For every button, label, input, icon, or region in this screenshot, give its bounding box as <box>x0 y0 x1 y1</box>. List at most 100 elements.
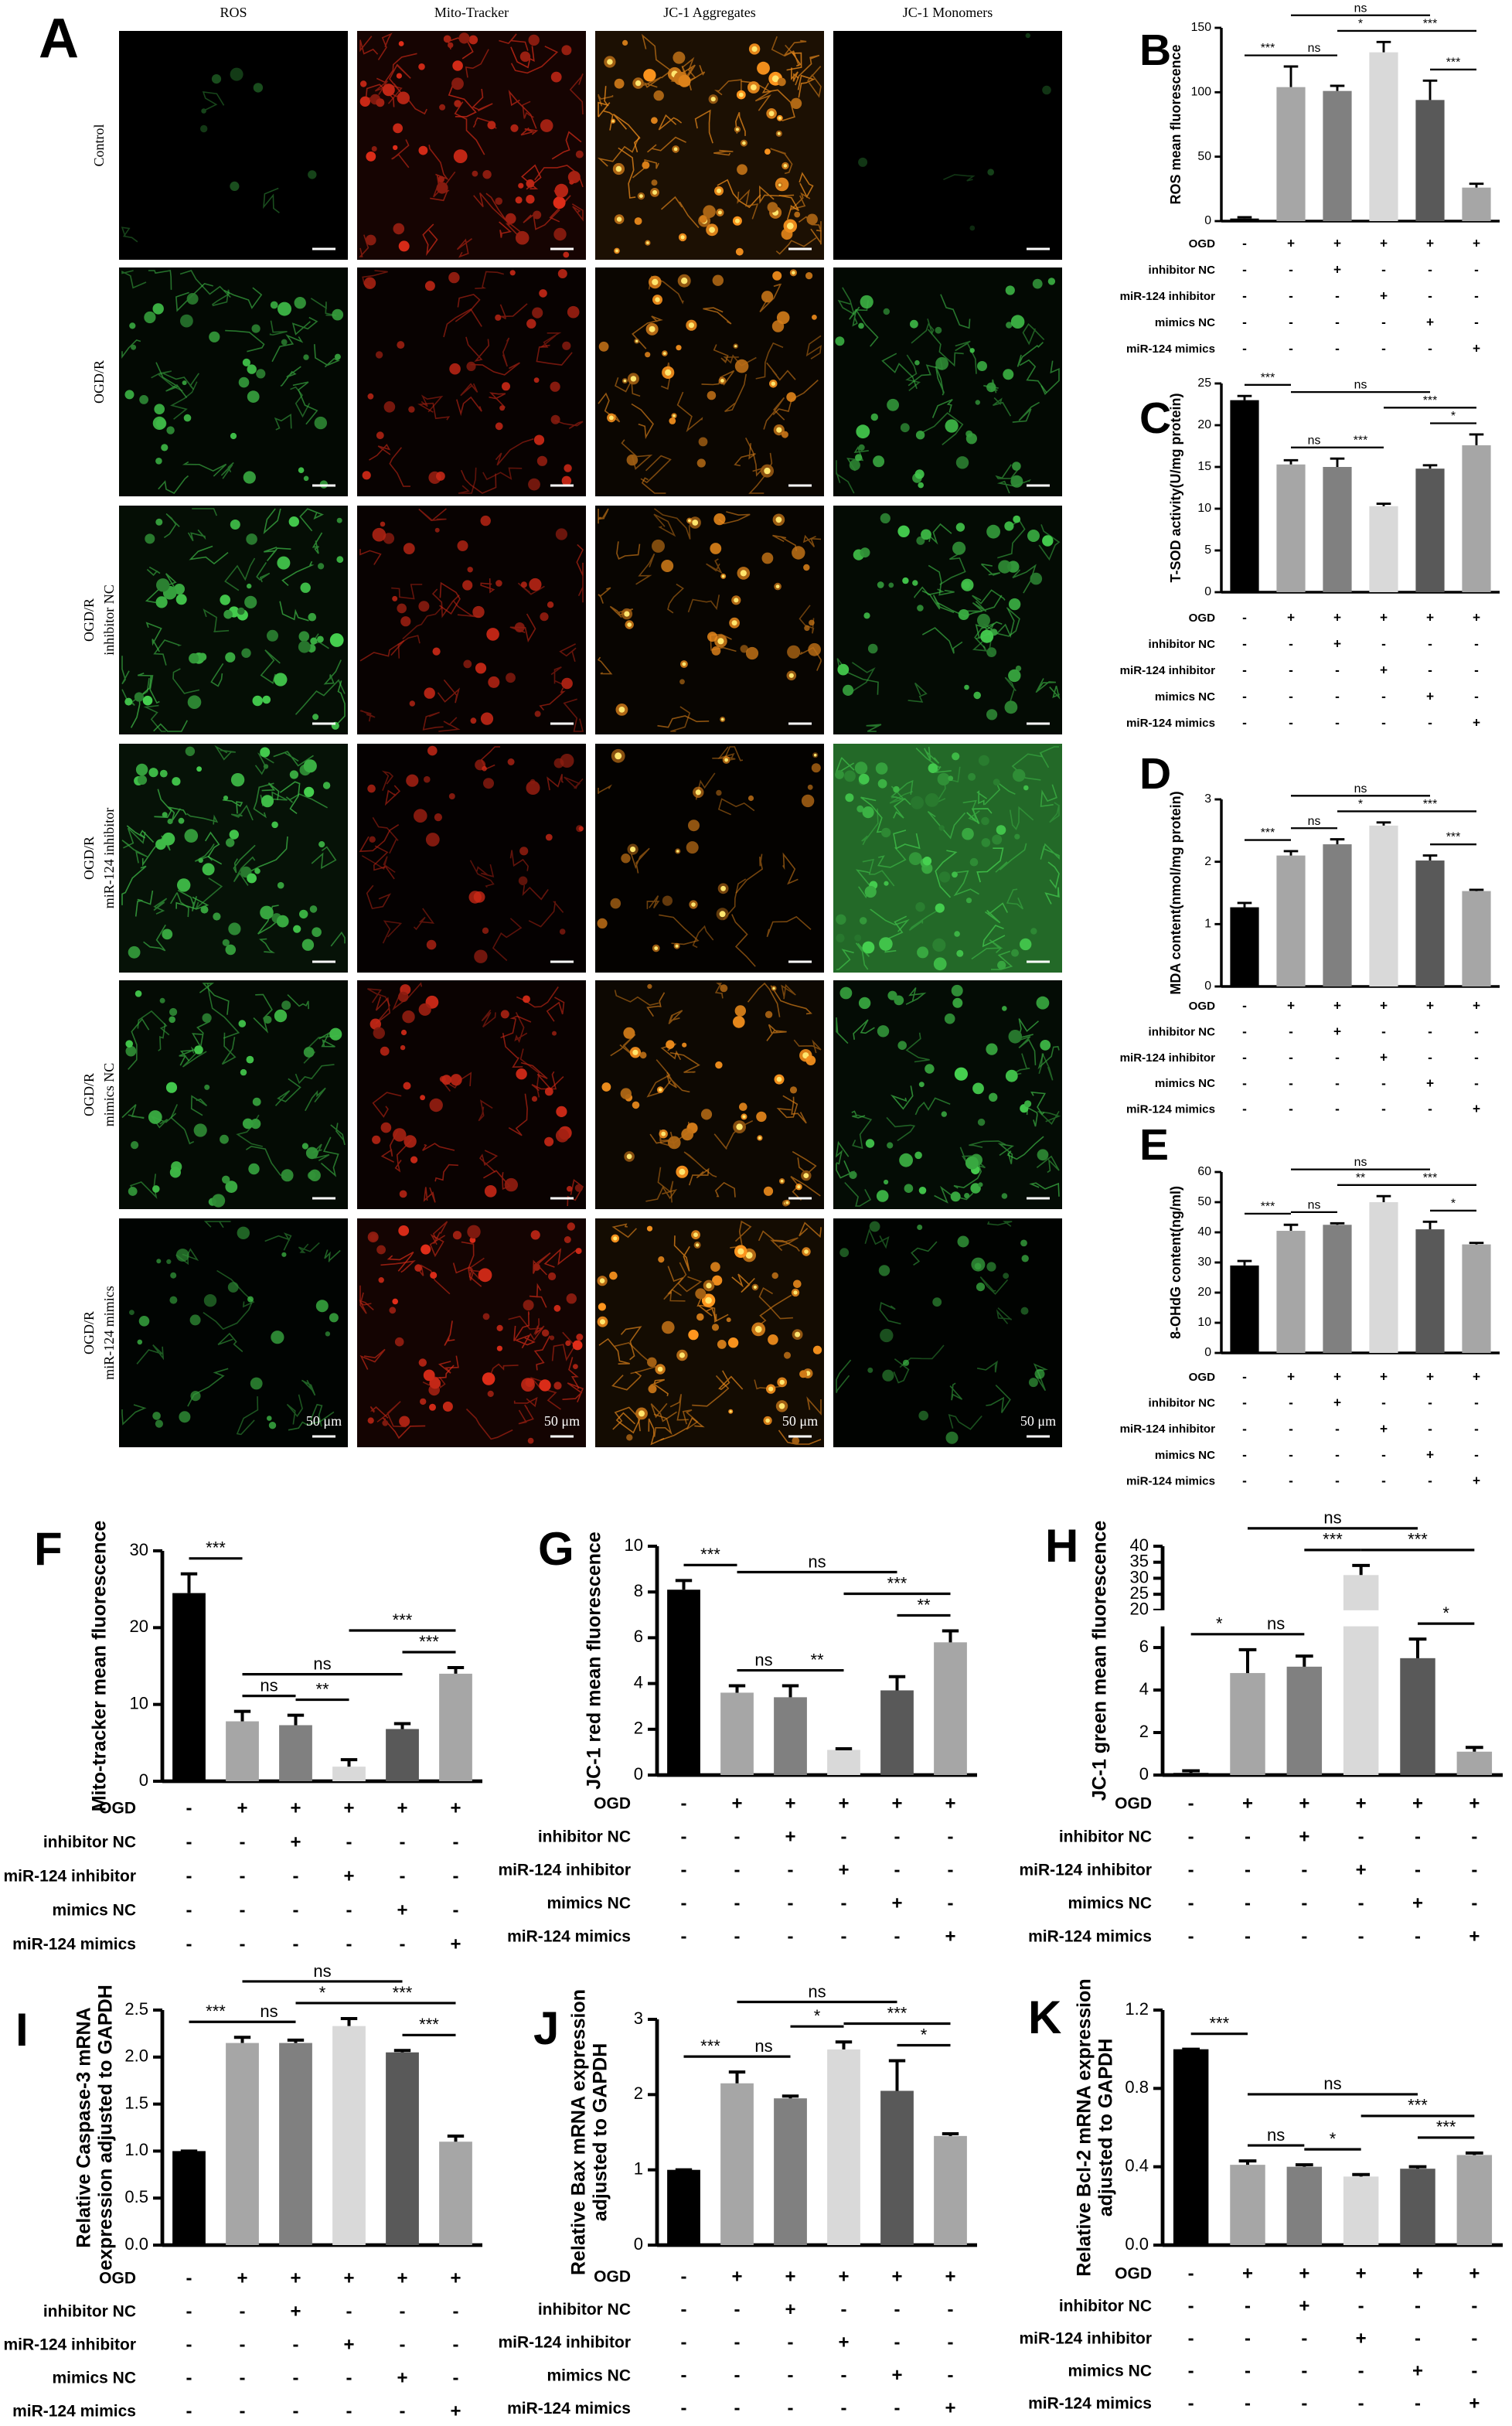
neurite <box>755 342 784 380</box>
neurite <box>935 366 945 396</box>
neurite <box>650 1402 677 1423</box>
neurite <box>835 757 855 773</box>
neurite <box>310 1403 323 1427</box>
condition-sign: + <box>1333 610 1341 625</box>
cell <box>170 1272 177 1279</box>
cell <box>549 1335 555 1341</box>
cell <box>418 1358 427 1367</box>
neurite <box>683 1151 717 1177</box>
condition-sign: - <box>346 2367 352 2388</box>
cell <box>253 83 264 93</box>
neurite <box>465 336 490 363</box>
condition-sign: - <box>788 1893 794 1913</box>
neurite <box>153 720 189 732</box>
bar <box>1369 52 1398 222</box>
micrograph <box>357 31 586 260</box>
cell <box>992 834 1003 845</box>
cell <box>908 852 922 865</box>
condition-sign: - <box>1242 1473 1247 1488</box>
neurite <box>807 66 822 98</box>
condition-sign: + <box>290 1831 301 1852</box>
significance-label: ns <box>1308 42 1321 55</box>
significance-label: *** <box>1261 1200 1275 1213</box>
cell <box>839 986 853 1000</box>
cell <box>789 1086 798 1094</box>
neurite <box>802 534 822 547</box>
neurite <box>949 1382 963 1401</box>
error-bar <box>1469 888 1484 891</box>
condition-sign: - <box>894 1826 901 1847</box>
condition-label: mimics NC <box>1155 316 1215 329</box>
cell <box>468 35 478 45</box>
error-bar <box>447 2134 465 2142</box>
neurite <box>699 1305 717 1321</box>
cell <box>639 1051 647 1059</box>
neurite <box>986 1221 1013 1227</box>
cell <box>442 1401 453 1412</box>
condition-sign: - <box>1415 2295 1421 2316</box>
neurite <box>1035 678 1056 693</box>
cell <box>420 1398 427 1406</box>
cell <box>525 1378 535 1388</box>
bar <box>1462 187 1491 221</box>
condition-label: inhibitor NC <box>1059 2298 1152 2315</box>
y-tick-label: 10 <box>625 1535 643 1555</box>
bar <box>880 1690 914 1775</box>
cell <box>918 1082 925 1088</box>
cell <box>131 1141 139 1150</box>
condition-sign: - <box>1289 689 1293 704</box>
cell <box>367 1417 374 1424</box>
error-bar <box>1422 1220 1438 1230</box>
condition-sign: - <box>1415 1859 1421 1880</box>
cell <box>380 1122 392 1133</box>
cell <box>804 625 810 632</box>
cell-core <box>618 707 625 713</box>
cell <box>976 1283 986 1292</box>
cell <box>575 150 584 158</box>
neurite <box>772 380 819 416</box>
cell-core <box>786 222 794 230</box>
micrograph <box>119 267 348 496</box>
condition-sign: - <box>681 1826 687 1847</box>
neurite <box>775 237 817 255</box>
condition-sign: - <box>453 2301 459 2322</box>
cell-core <box>719 911 726 918</box>
cell <box>1028 1378 1038 1388</box>
cell <box>918 482 924 489</box>
y-tick-label: 0 <box>1204 585 1211 598</box>
cell <box>681 1128 694 1141</box>
cell <box>574 1184 584 1192</box>
condition-sign: - <box>240 1865 246 1886</box>
cell-core <box>795 1331 801 1337</box>
cell <box>166 1259 172 1264</box>
cell <box>382 1419 389 1426</box>
condition-sign: - <box>1381 1075 1386 1091</box>
condition-label: miR-124 mimics <box>12 1936 136 1954</box>
cell <box>392 595 398 601</box>
cell <box>318 563 325 570</box>
condition-sign: + <box>290 2268 301 2288</box>
error-bar <box>728 1684 746 1693</box>
cell <box>981 816 989 826</box>
cell <box>376 98 385 107</box>
condition-label: mimics NC <box>1155 1449 1215 1462</box>
neurite <box>975 621 1003 639</box>
condition-sign: + <box>1426 610 1434 625</box>
column-header: JC-1 Aggregates <box>663 5 755 20</box>
neurite <box>966 808 993 824</box>
condition-sign: + <box>1412 2360 1423 2381</box>
condition-sign: - <box>453 1865 459 1886</box>
neurite <box>444 1320 455 1346</box>
neurite <box>320 1136 339 1177</box>
neurite <box>905 987 927 1005</box>
condition-label: mimics NC <box>1155 690 1215 704</box>
cell <box>986 382 996 393</box>
condition-sign: - <box>1358 2360 1364 2381</box>
cell <box>376 431 384 440</box>
condition-sign: - <box>1474 636 1479 652</box>
cell <box>378 1277 384 1283</box>
neurite <box>359 710 376 722</box>
condition-label: OGD <box>99 2270 136 2288</box>
y-tick-label: 1.2 <box>1125 1999 1149 2019</box>
neurite <box>668 1010 683 1024</box>
